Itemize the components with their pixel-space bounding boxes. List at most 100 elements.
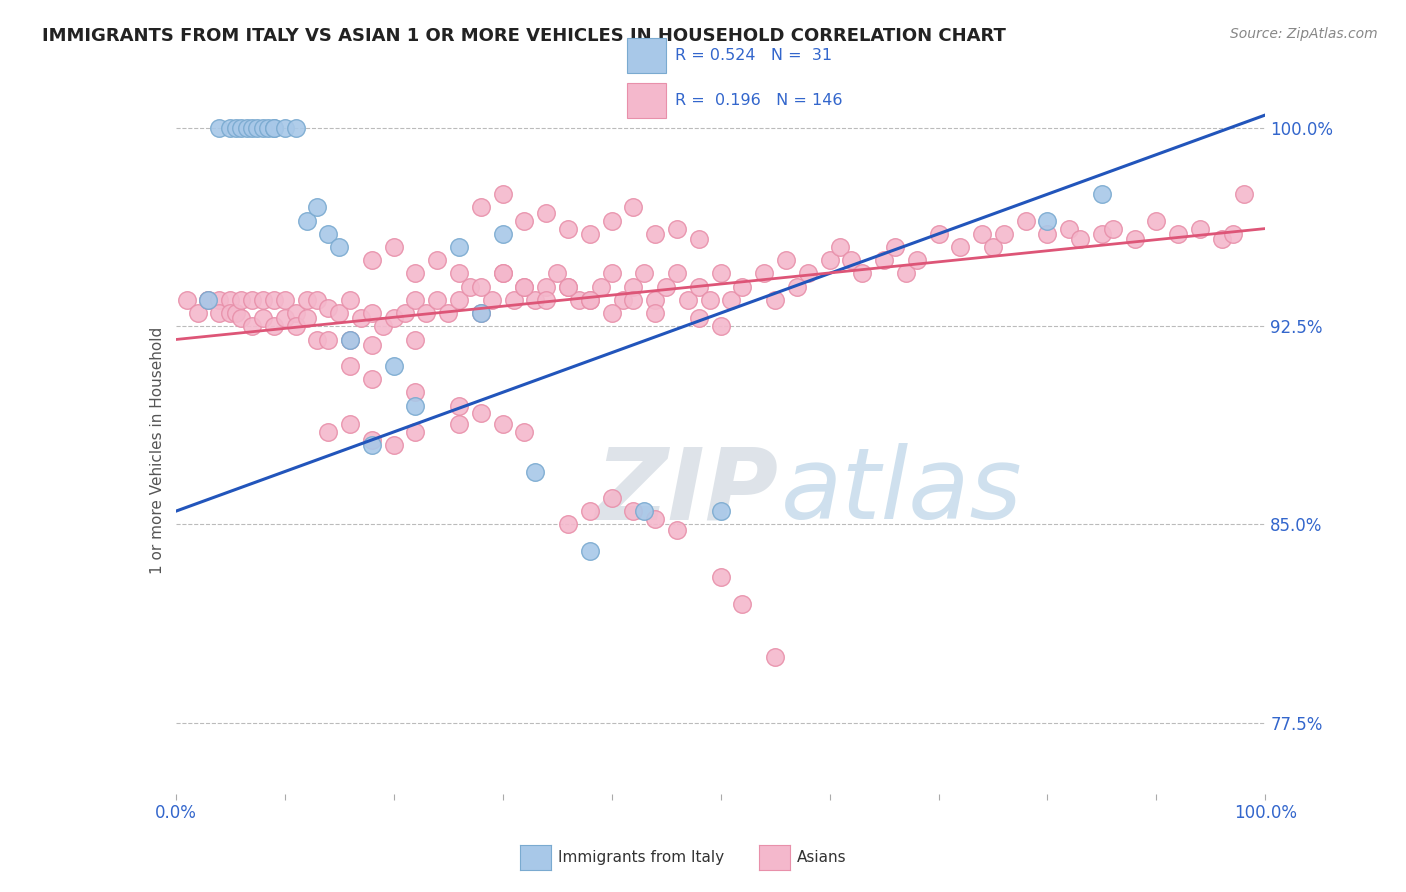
Point [568, 293, 591, 307]
Point [644, 306, 666, 320]
Point [231, 311, 253, 326]
Point [688, 279, 710, 293]
Point [350, 311, 373, 326]
Point [600, 306, 623, 320]
Point [307, 201, 329, 215]
Point [470, 407, 492, 421]
Point [339, 333, 361, 347]
Point [208, 306, 231, 320]
Point [394, 306, 416, 320]
Point [382, 359, 405, 373]
Point [295, 311, 318, 326]
Point [1091, 227, 1114, 241]
Point [458, 279, 481, 293]
Point [524, 293, 547, 307]
Point [492, 227, 515, 241]
Point [513, 279, 536, 293]
Point [328, 306, 350, 320]
Point [600, 491, 623, 505]
Point [1232, 187, 1256, 202]
Point [225, 306, 247, 320]
Point [841, 253, 863, 268]
Point [219, 293, 242, 307]
Point [339, 293, 361, 307]
Point [252, 293, 274, 307]
Point [470, 201, 492, 215]
Text: R =  0.196   N = 146: R = 0.196 N = 146 [675, 93, 842, 108]
Point [318, 333, 340, 347]
Point [405, 425, 427, 439]
Point [1057, 221, 1080, 235]
Point [360, 433, 382, 447]
Text: ZIP: ZIP [595, 443, 779, 541]
Point [307, 333, 329, 347]
Point [621, 201, 644, 215]
Point [579, 293, 602, 307]
Point [688, 232, 710, 246]
Point [470, 306, 492, 320]
Point [219, 121, 242, 136]
Point [970, 227, 993, 241]
Point [235, 121, 257, 136]
Point [633, 504, 655, 518]
Point [252, 311, 274, 326]
Point [1091, 187, 1114, 202]
Text: R = 0.524   N =  31: R = 0.524 N = 31 [675, 48, 832, 63]
Point [240, 319, 263, 334]
Point [763, 293, 786, 307]
Point [710, 504, 733, 518]
Point [579, 544, 602, 558]
Point [993, 227, 1015, 241]
Point [534, 279, 557, 293]
Point [339, 333, 361, 347]
Point [513, 279, 536, 293]
Point [502, 293, 524, 307]
Point [415, 306, 437, 320]
Point [176, 293, 198, 307]
Point [252, 121, 274, 136]
Text: IMMIGRANTS FROM ITALY VS ASIAN 1 OR MORE VEHICLES IN HOUSEHOLD CORRELATION CHART: IMMIGRANTS FROM ITALY VS ASIAN 1 OR MORE… [42, 27, 1007, 45]
Point [786, 279, 808, 293]
Point [894, 267, 917, 281]
Y-axis label: 1 or more Vehicles in Household: 1 or more Vehicles in Household [149, 326, 165, 574]
Point [644, 227, 666, 241]
Point [208, 121, 231, 136]
Point [405, 333, 427, 347]
Point [557, 279, 579, 293]
Point [492, 187, 515, 202]
Point [1069, 232, 1091, 246]
Point [360, 338, 382, 352]
FancyBboxPatch shape [627, 83, 666, 119]
Point [382, 240, 405, 254]
Point [644, 293, 666, 307]
Point [197, 293, 219, 307]
Point [447, 417, 470, 431]
Text: Immigrants from Italy: Immigrants from Italy [558, 850, 724, 864]
Point [600, 267, 623, 281]
Point [1102, 221, 1125, 235]
Point [339, 417, 361, 431]
Point [621, 279, 644, 293]
Point [513, 213, 536, 227]
Point [579, 293, 602, 307]
Point [492, 267, 515, 281]
Point [437, 306, 460, 320]
Point [240, 121, 263, 136]
Point [1015, 213, 1038, 227]
Point [621, 293, 644, 307]
Point [557, 279, 579, 293]
Point [884, 240, 907, 254]
Point [949, 240, 972, 254]
Point [405, 385, 427, 400]
Point [1211, 232, 1233, 246]
Point [579, 504, 602, 518]
Text: Source: ZipAtlas.com: Source: ZipAtlas.com [1230, 27, 1378, 41]
Point [263, 319, 285, 334]
Point [666, 221, 689, 235]
Point [328, 240, 350, 254]
Point [699, 293, 721, 307]
Point [360, 306, 382, 320]
Point [731, 597, 754, 611]
Point [710, 570, 733, 584]
Point [513, 425, 536, 439]
